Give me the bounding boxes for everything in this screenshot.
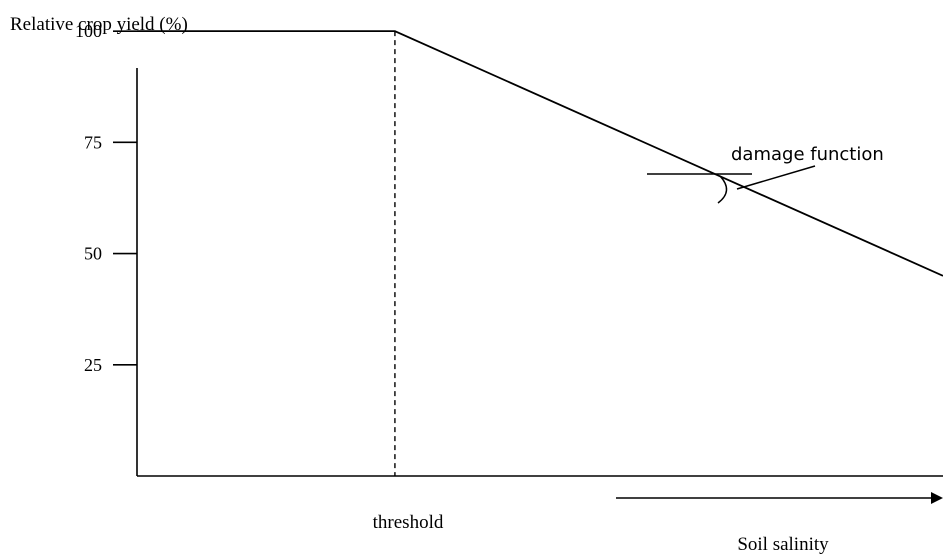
damage-leader-line [736, 165, 816, 190]
damage-angle-arc [717, 175, 728, 204]
damage-function-label: damage function [731, 144, 884, 165]
x-axis-title: Soil salinity [737, 534, 829, 555]
threshold-label: threshold [373, 512, 444, 533]
y-tick-label-75: 75 [84, 132, 102, 152]
y-tick-label-100: 100 [75, 21, 102, 41]
y-axis-title: Relative crop yield (%) [10, 14, 188, 35]
soil-salinity-arrowhead [931, 492, 943, 504]
y-tick-label-50: 50 [84, 244, 102, 264]
y-tick-label-25: 25 [84, 355, 102, 375]
